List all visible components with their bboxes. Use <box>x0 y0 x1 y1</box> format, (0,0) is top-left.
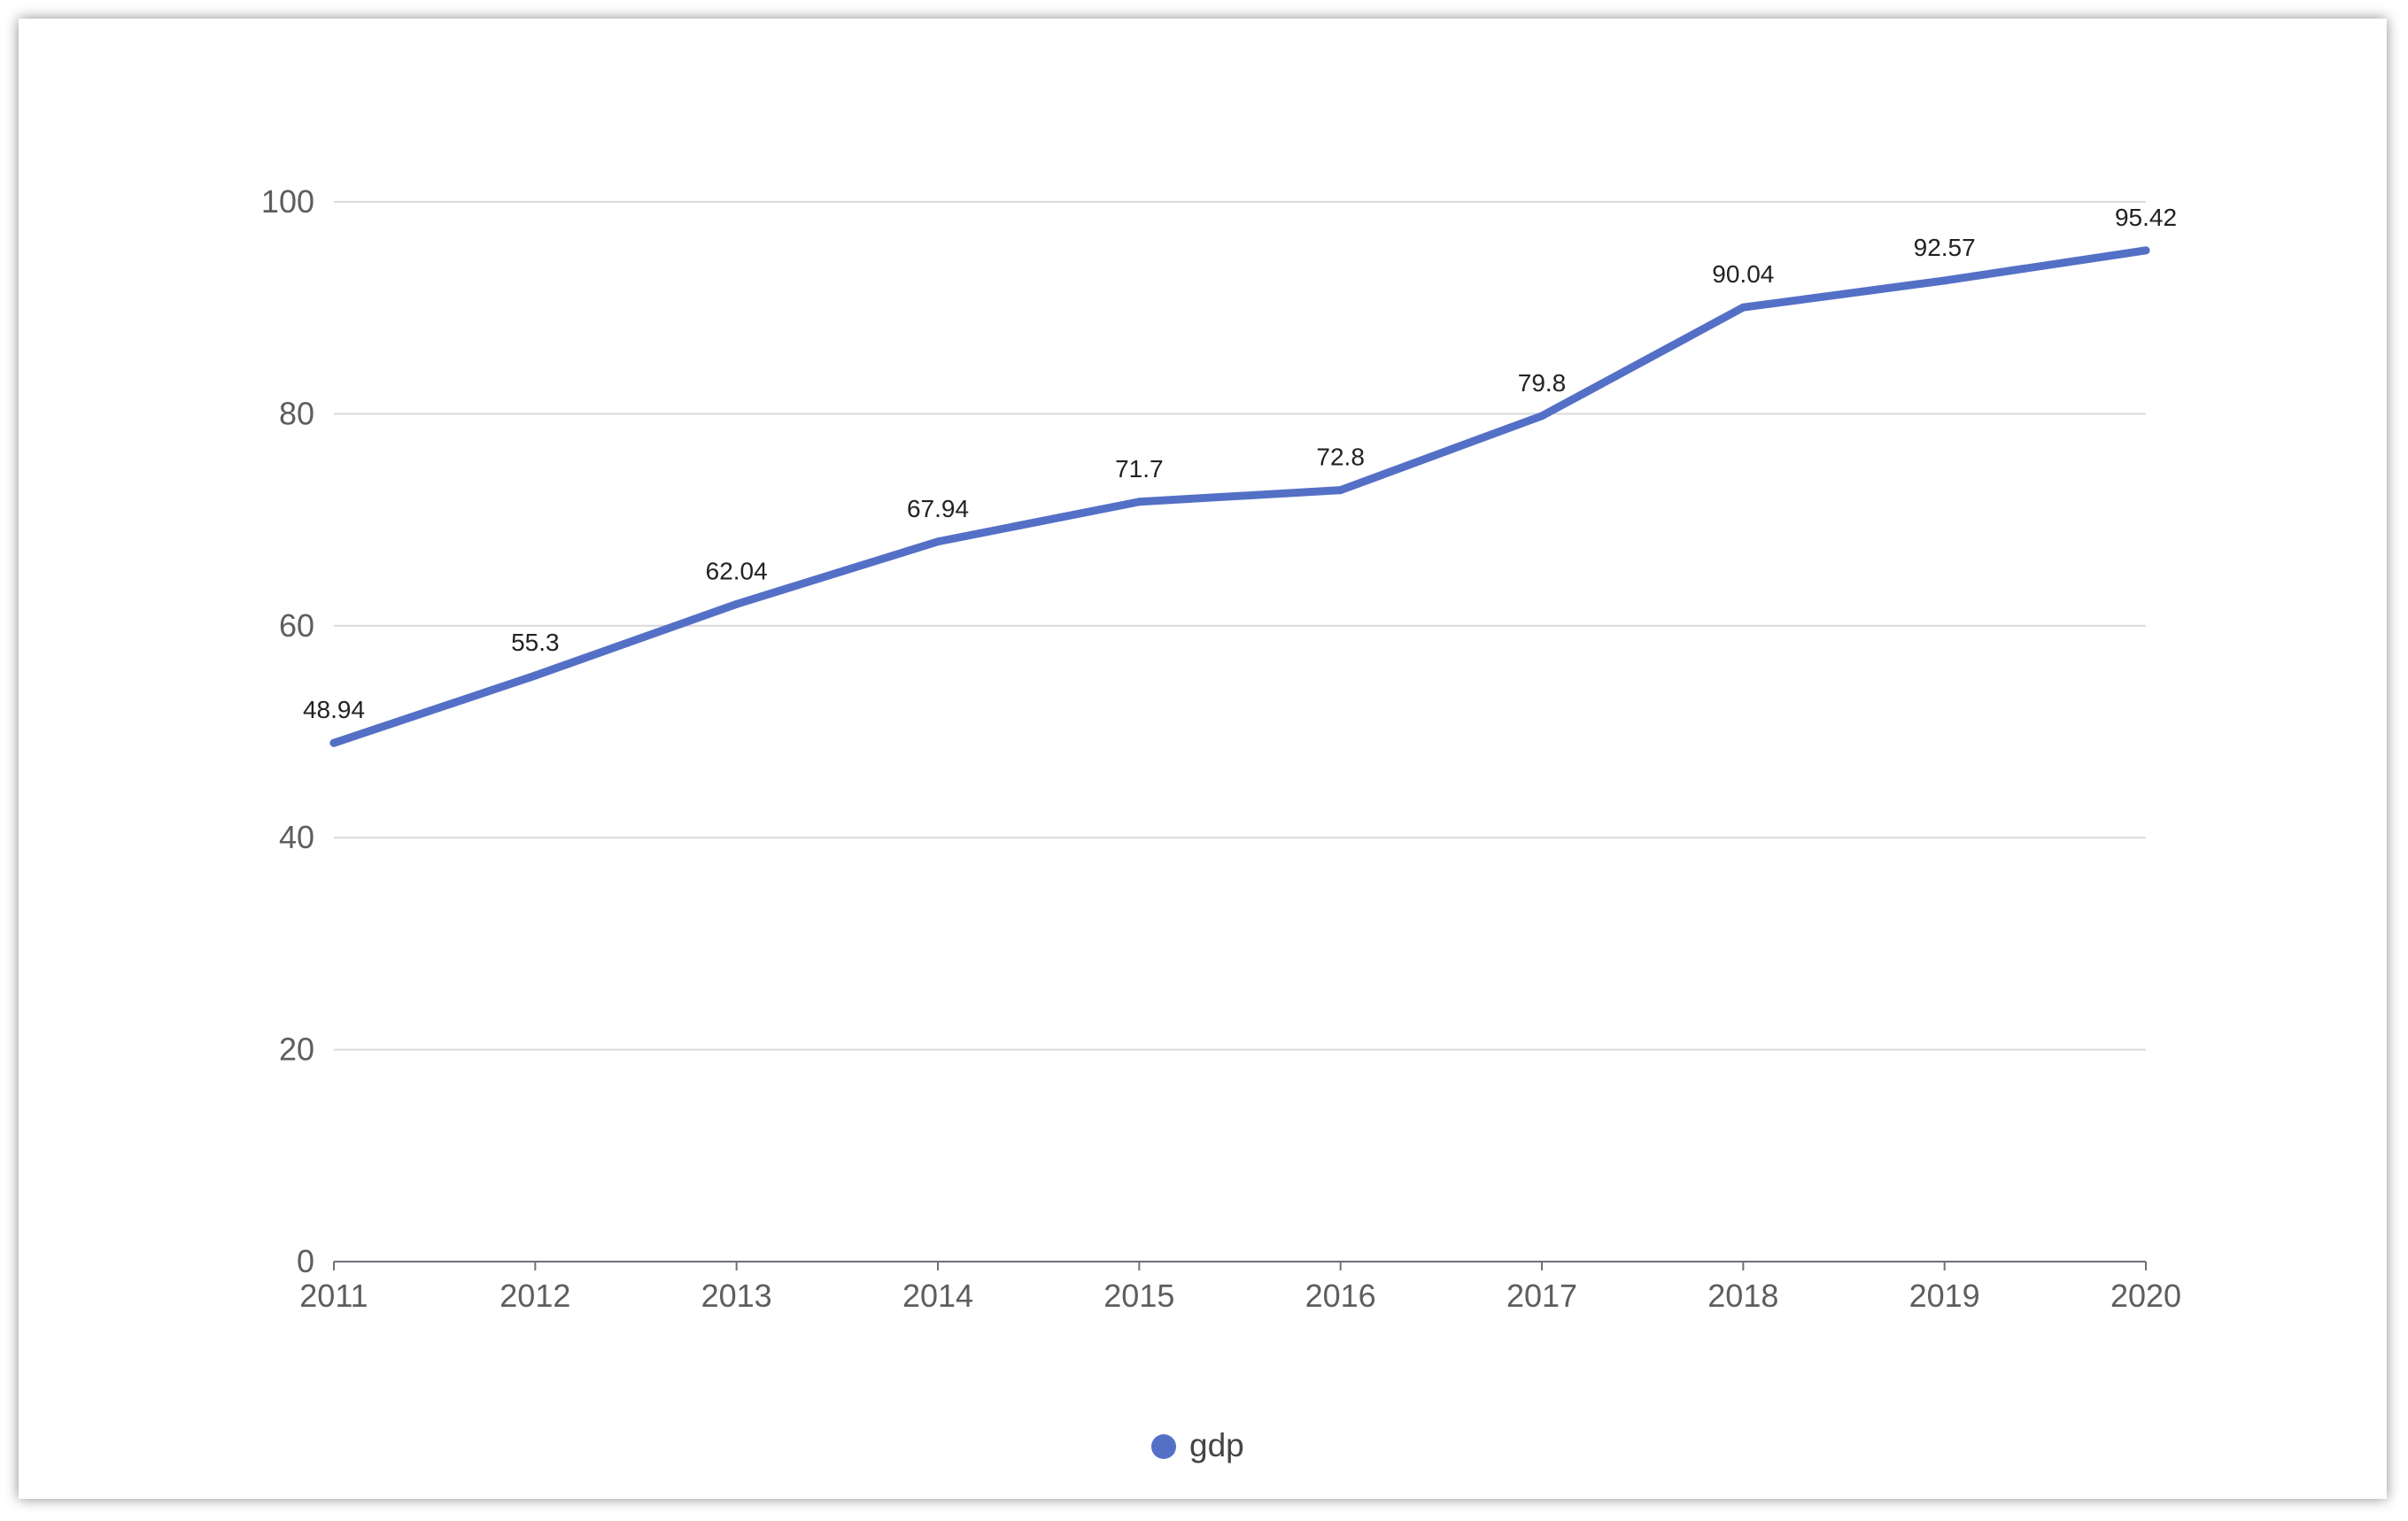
x-tick-label: 2020 <box>2110 1278 2181 1314</box>
data-label: 72.8 <box>1316 444 1365 471</box>
data-label: 92.57 <box>1914 234 1976 261</box>
y-tick-label: 0 <box>297 1243 314 1279</box>
y-axis-tick-labels: 0 20 40 60 80 100 <box>261 183 314 1279</box>
y-tick-label: 20 <box>279 1031 314 1068</box>
y-tick-label: 100 <box>261 183 314 220</box>
series-line-gdp[interactable] <box>329 246 2150 747</box>
data-label: 67.94 <box>907 495 969 522</box>
data-point[interactable] <box>329 738 338 747</box>
data-point[interactable] <box>1738 303 1747 312</box>
data-point[interactable] <box>1940 276 1949 285</box>
data-point[interactable] <box>1336 486 1345 495</box>
data-labels: 48.94 55.3 62.04 67.94 71.7 72.8 79.8 90.04 92.5… <box>303 204 2177 723</box>
data-label: 48.94 <box>303 696 365 723</box>
series-gdp <box>329 246 2150 747</box>
x-tick-label: 2016 <box>1305 1278 1376 1314</box>
x-tick-label: 2017 <box>1506 1278 1577 1314</box>
x-axis-tick-labels: 2011 2012 2013 2014 2015 2016 2017 2018 2019 2020 <box>299 1278 2181 1314</box>
data-point[interactable] <box>732 599 741 608</box>
x-tick-label: 2018 <box>1707 1278 1778 1314</box>
data-point[interactable] <box>1537 412 1546 421</box>
x-tick-label: 2014 <box>902 1278 973 1314</box>
data-label: 55.3 <box>511 629 560 656</box>
data-label: 71.7 <box>1115 455 1164 483</box>
data-point[interactable] <box>530 671 539 680</box>
data-label: 79.8 <box>1518 369 1567 397</box>
data-point[interactable] <box>933 537 942 546</box>
x-tick-label: 2015 <box>1103 1278 1174 1314</box>
y-tick-label: 40 <box>279 819 314 855</box>
data-label: 62.04 <box>706 557 768 584</box>
x-tick-label: 2011 <box>299 1278 368 1314</box>
x-axis <box>333 1261 2147 1270</box>
x-tick-label: 2013 <box>701 1278 772 1314</box>
chart-card <box>19 19 2387 1499</box>
data-label: 90.04 <box>1712 260 1774 288</box>
legend[interactable]: gdp <box>1151 1427 1244 1463</box>
legend-label-gdp[interactable]: gdp <box>1189 1427 1244 1463</box>
grid-lines <box>334 201 2146 1051</box>
data-point[interactable] <box>1134 498 1143 506</box>
y-tick-label: 60 <box>279 607 314 644</box>
x-tick-label: 2012 <box>499 1278 570 1314</box>
data-point[interactable] <box>2141 246 2150 255</box>
x-tick-label: 2019 <box>1909 1278 1980 1314</box>
y-tick-label: 80 <box>279 395 314 431</box>
legend-marker-gdp[interactable] <box>1151 1434 1176 1459</box>
data-label: 95.42 <box>2115 204 2177 231</box>
